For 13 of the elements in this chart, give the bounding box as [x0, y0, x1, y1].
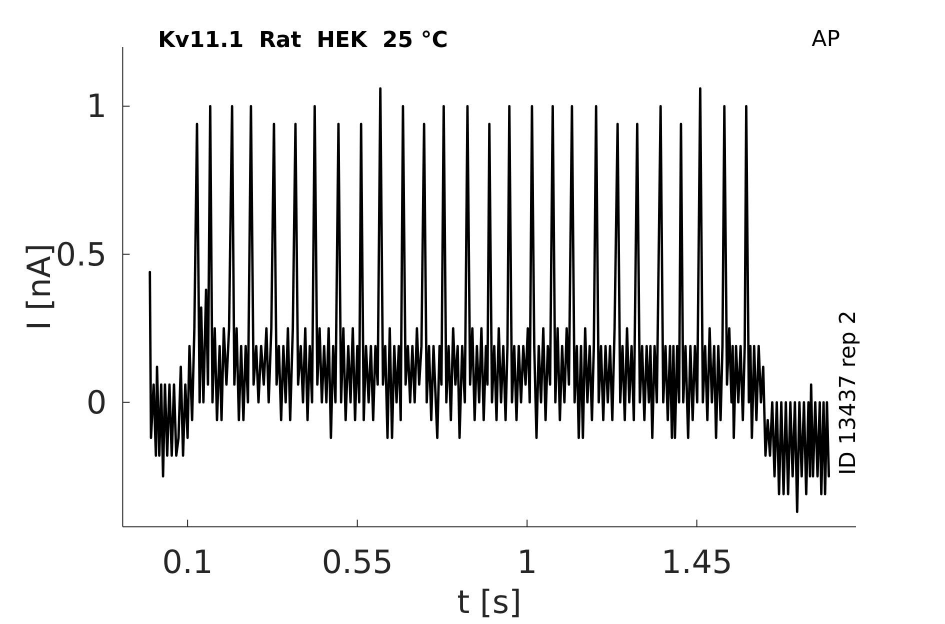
y-axis-title: I [nA] — [20, 243, 58, 330]
y-tick-label: 1 — [86, 87, 107, 126]
chart-title: Kv11.1 Rat HEK 25 °C — [158, 28, 448, 53]
x-tick-label: 0.55 — [322, 543, 393, 581]
y-tick-label: 0.5 — [56, 235, 107, 274]
x-axis-title: t [s] — [457, 583, 522, 621]
x-tick-label: 1.45 — [661, 543, 732, 581]
annotation: ID 13437 rep 2 — [836, 310, 861, 475]
y-tick-label: 0 — [86, 383, 107, 422]
x-tick-label: 1 — [516, 543, 538, 581]
x-tick-label: 0.1 — [162, 543, 214, 581]
line-series — [148, 87, 830, 514]
annotation: AP — [812, 27, 840, 52]
